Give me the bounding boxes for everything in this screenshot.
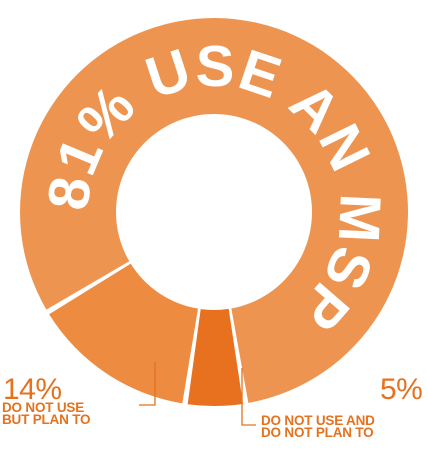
label-do-not-use-line1: DO NOT USE [2,400,85,415]
slice-do-not-use-no-plan [187,308,244,406]
label-do-not-use-and-line1: DO NOT USE AND [261,413,375,428]
slice-do-not-use-but-plan [49,263,198,404]
donut-slices [20,17,409,406]
label-do-not-use-line2: BUT PLAN TO [2,412,91,427]
pct-label-14: 14% [3,373,62,406]
slice-use-msp [20,17,409,403]
leader-line-14 [139,362,156,406]
pct-label-5: 5% [380,373,423,406]
label-do-not-use-and-line2: DO NOT PLAN TO [261,425,374,440]
leader-line-5 [241,368,256,426]
